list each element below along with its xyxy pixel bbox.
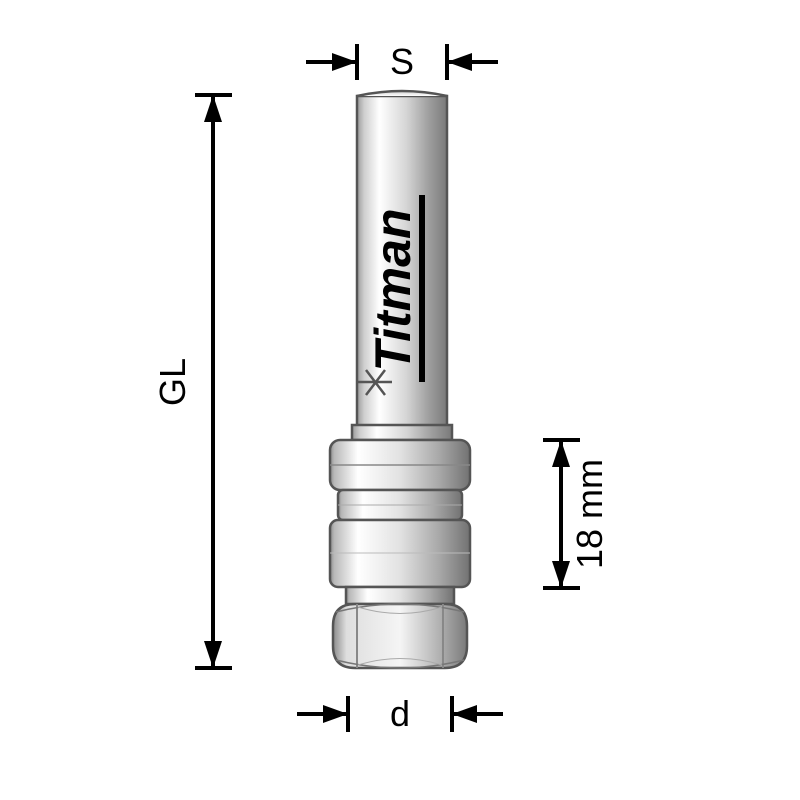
router-bit-drawing: Titman <box>330 91 470 668</box>
dim-bottom-label: d <box>390 693 410 734</box>
dim-top-label: S <box>390 41 414 82</box>
dim-left-label: GL <box>152 358 193 406</box>
dim-top-s: S <box>306 41 498 82</box>
diagram-svg: Titman S GL 18 mm <box>0 0 800 800</box>
dim-right-18mm: 18 mm <box>543 440 610 588</box>
brand-label: Titman <box>365 209 421 372</box>
dim-right-label: 18 mm <box>569 459 610 569</box>
dim-bottom-d: d <box>297 693 503 734</box>
dim-left-gl: GL <box>152 95 232 668</box>
